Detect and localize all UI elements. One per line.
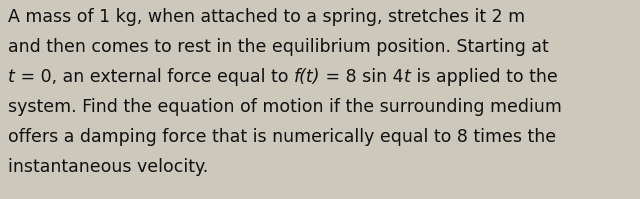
Text: is applied to the: is applied to the [411, 68, 557, 86]
Text: t: t [8, 68, 15, 86]
Text: f(t): f(t) [294, 68, 321, 86]
Text: and then comes to rest in the equilibrium position. Starting at: and then comes to rest in the equilibriu… [8, 38, 548, 56]
Text: t: t [404, 68, 411, 86]
Text: = 8 sin 4: = 8 sin 4 [321, 68, 404, 86]
Text: = 0, an external force equal to: = 0, an external force equal to [15, 68, 294, 86]
Text: instantaneous velocity.: instantaneous velocity. [8, 158, 208, 176]
Text: offers a damping force that is numerically equal to 8 times the: offers a damping force that is numerical… [8, 128, 556, 146]
Text: A mass of 1 kg, when attached to a spring, stretches it 2 m: A mass of 1 kg, when attached to a sprin… [8, 8, 525, 26]
Text: system. Find the equation of motion if the surrounding medium: system. Find the equation of motion if t… [8, 98, 562, 116]
